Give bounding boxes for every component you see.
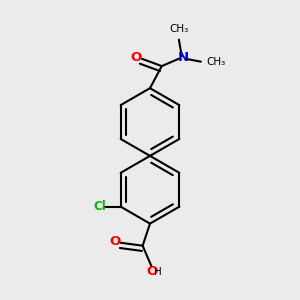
Text: Cl: Cl — [94, 200, 106, 213]
Text: CH₃: CH₃ — [169, 24, 188, 34]
Text: O: O — [147, 265, 158, 278]
Text: N: N — [178, 51, 189, 64]
Text: H: H — [154, 267, 162, 277]
Text: O: O — [130, 51, 142, 64]
Text: O: O — [110, 235, 121, 248]
Text: CH₃: CH₃ — [206, 57, 226, 67]
